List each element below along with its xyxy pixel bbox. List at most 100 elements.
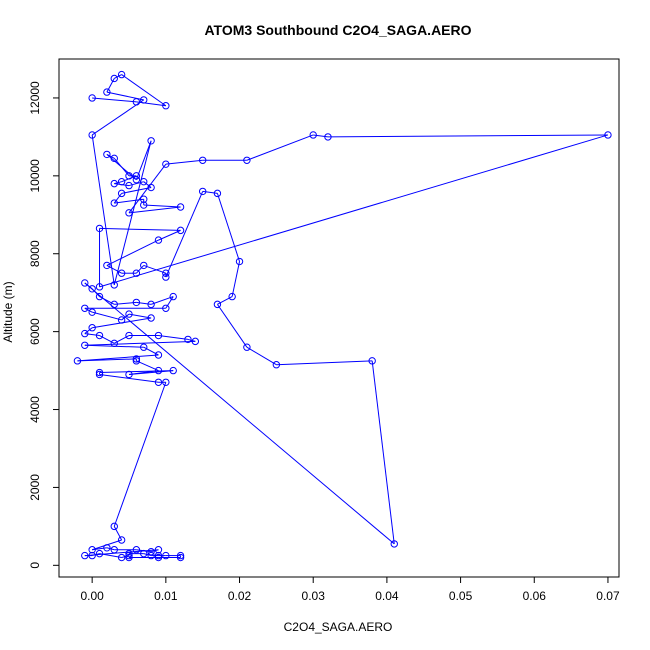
y-tick-label: 12000 xyxy=(28,81,42,115)
series-segment xyxy=(121,555,130,559)
data-point xyxy=(140,343,148,351)
series-segment xyxy=(92,97,137,103)
series-segment xyxy=(165,296,174,309)
data-point xyxy=(140,195,148,203)
series-segment xyxy=(92,547,107,551)
series-segment xyxy=(113,382,167,527)
series-segment xyxy=(158,335,189,340)
data-point xyxy=(81,551,89,560)
series-segment xyxy=(143,204,181,208)
data-point xyxy=(125,331,133,340)
series-segment xyxy=(165,191,204,278)
data-point xyxy=(110,339,118,348)
data-point xyxy=(117,316,126,324)
series-segment xyxy=(121,74,167,107)
data-point xyxy=(110,74,118,83)
data-point xyxy=(132,172,141,180)
series-segment xyxy=(84,333,100,337)
data-point xyxy=(125,209,133,217)
x-tick-label: 0.03 xyxy=(302,589,326,603)
series-segment xyxy=(143,346,159,356)
series-segment xyxy=(99,134,609,288)
series-segment xyxy=(136,265,145,274)
data-point xyxy=(390,540,398,548)
data-point xyxy=(243,156,251,164)
data-point xyxy=(132,176,141,184)
y-tick-label: 0 xyxy=(28,562,42,569)
x-tick-label: 0.01 xyxy=(154,589,178,603)
data-point xyxy=(73,357,82,365)
data-point xyxy=(125,181,133,190)
data-point xyxy=(103,88,111,96)
x-tick-label: 0.02 xyxy=(228,589,252,603)
series-segment xyxy=(217,296,233,305)
series-segment xyxy=(202,190,218,194)
data-point xyxy=(132,357,141,365)
data-point xyxy=(198,187,207,196)
series-segment xyxy=(106,78,115,93)
data-point xyxy=(147,300,155,309)
data-point xyxy=(132,546,141,554)
data-point xyxy=(88,285,96,293)
data-point xyxy=(103,261,111,270)
data-point xyxy=(176,203,185,211)
data-point xyxy=(88,308,96,316)
y-axis-label: Altitude (m) xyxy=(1,281,15,342)
data-point xyxy=(184,335,192,344)
data-point xyxy=(162,551,170,560)
y-tick-label: 4000 xyxy=(28,396,42,423)
series-segment xyxy=(91,99,145,136)
x-tick-label: 0.00 xyxy=(80,589,104,603)
series-segment xyxy=(128,163,167,214)
data-point xyxy=(162,102,170,110)
axes-layer: 0.00 0.01 0.02 0.03 0.04 0.05 0.06 0.07 0 2000 400… xyxy=(28,81,620,603)
data-point xyxy=(140,201,148,209)
series-segment xyxy=(92,553,100,557)
series-segment xyxy=(99,227,181,231)
x-axis-label: C2O4_SAGA.AERO xyxy=(284,620,393,634)
data-point xyxy=(110,522,118,531)
series-segment xyxy=(84,282,93,290)
data-point xyxy=(169,292,177,301)
series-segment xyxy=(165,159,203,165)
x-tick-label: 0.06 xyxy=(523,589,547,603)
series-segment xyxy=(114,335,130,344)
data-point xyxy=(81,329,89,338)
series-segment xyxy=(313,134,329,138)
series-segment xyxy=(121,313,130,321)
data-point xyxy=(110,199,118,207)
series-segment xyxy=(136,360,159,372)
data-point xyxy=(117,536,126,544)
data-point xyxy=(88,546,96,554)
data-point xyxy=(110,300,118,309)
data-point xyxy=(140,261,148,270)
series-segment xyxy=(143,264,167,274)
data-point xyxy=(235,257,244,266)
series-segment xyxy=(143,181,152,188)
data-point xyxy=(154,366,163,375)
data-point xyxy=(140,96,148,104)
y-tick-label: 6000 xyxy=(28,318,42,345)
data-point xyxy=(88,94,96,102)
series-segment xyxy=(91,134,115,285)
series-segment xyxy=(136,301,152,305)
data-point xyxy=(198,156,207,164)
data-point xyxy=(117,189,126,198)
data-point xyxy=(154,546,163,554)
series-segment xyxy=(91,288,100,297)
data-point xyxy=(81,279,89,287)
data-point xyxy=(213,189,222,198)
data-point xyxy=(140,177,148,186)
data-point xyxy=(110,179,118,188)
data-point xyxy=(132,298,141,307)
series-segment xyxy=(106,547,115,551)
data-point xyxy=(176,226,185,235)
series-segment xyxy=(113,193,123,204)
data-point xyxy=(147,183,155,192)
series-segment xyxy=(84,327,93,334)
series-segment xyxy=(128,181,144,187)
series-segment xyxy=(143,553,152,557)
data-point xyxy=(125,551,133,560)
x-tick-label: 0.07 xyxy=(596,589,620,603)
